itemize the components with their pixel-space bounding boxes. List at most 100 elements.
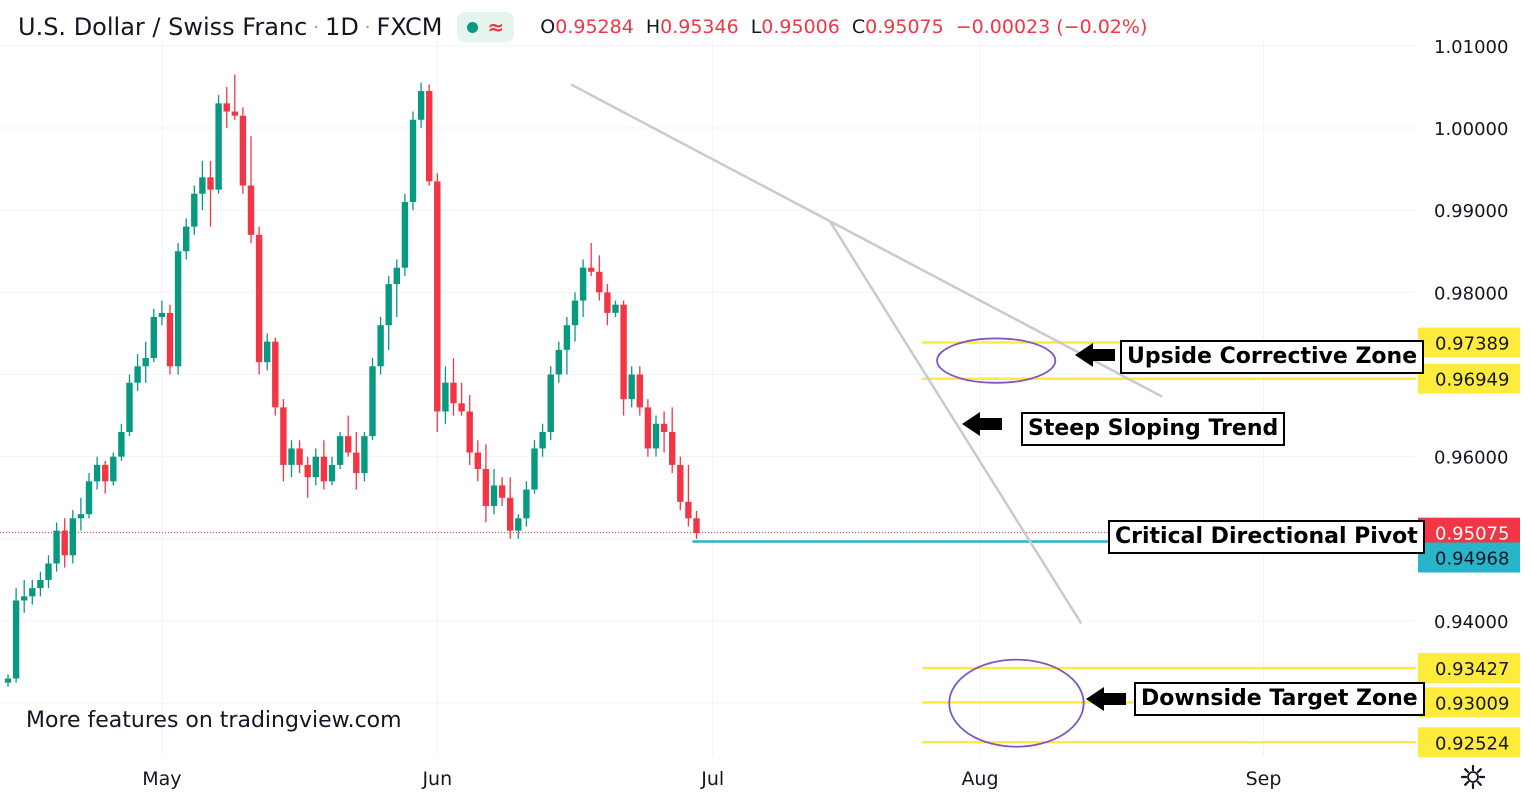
candle-body xyxy=(61,530,68,556)
candle xyxy=(239,107,247,194)
price-label-text: 0.97389 xyxy=(1435,334,1509,355)
candle xyxy=(604,284,611,326)
candle-body xyxy=(571,300,579,326)
price-label-text: 0.93427 xyxy=(1435,659,1509,680)
candle xyxy=(231,74,238,120)
ohlc-high: H0.95346 xyxy=(645,16,739,38)
candle-body xyxy=(296,448,303,465)
candle xyxy=(442,366,449,424)
price-label-bg xyxy=(1418,687,1520,718)
candle xyxy=(61,518,68,568)
candle xyxy=(498,477,506,506)
candle xyxy=(620,300,627,416)
candle-body xyxy=(531,448,538,490)
arrow-left-icon xyxy=(1075,343,1115,367)
candle xyxy=(644,399,652,457)
candle xyxy=(636,366,643,416)
candle xyxy=(296,440,303,474)
candle xyxy=(126,374,133,437)
candle-body xyxy=(515,518,522,531)
candle xyxy=(110,452,117,486)
grid-lines xyxy=(0,40,1415,755)
candle xyxy=(29,579,36,605)
candle-body xyxy=(183,226,190,252)
candle-body xyxy=(231,111,238,116)
candle-body xyxy=(239,115,247,186)
candle xyxy=(158,300,166,326)
candle-body xyxy=(612,304,619,313)
price-label-zone: 0.93009 xyxy=(1418,687,1520,718)
candle-body xyxy=(409,119,417,202)
candle-body xyxy=(69,518,76,556)
price-label-zone: 0.92524 xyxy=(1418,727,1520,758)
chart-header: U.S. Dollar / Swiss Franc · 1D · FXCM ≈ … xyxy=(18,10,1147,44)
candle xyxy=(588,243,595,276)
candle-body xyxy=(450,382,457,404)
header-separator: · xyxy=(313,16,320,38)
candle-body xyxy=(498,485,506,498)
candle-body xyxy=(142,358,149,367)
candle-body xyxy=(4,678,12,683)
candle-body xyxy=(417,91,425,120)
gear-icon[interactable] xyxy=(1460,764,1486,790)
candle-body xyxy=(507,497,514,531)
candle xyxy=(118,423,125,461)
annotation-downside-target-zone: Downside Target Zone xyxy=(1134,682,1425,716)
y-tick-label: 0.94000 xyxy=(1434,612,1508,633)
candle xyxy=(677,456,684,511)
candle-body xyxy=(288,448,295,465)
candle-body xyxy=(304,464,311,478)
market-status-pill[interactable]: ≈ xyxy=(456,12,515,42)
candle-body xyxy=(102,464,109,482)
candle xyxy=(361,432,368,482)
x-tick-label: Jun xyxy=(421,768,452,790)
tradingview-watermark[interactable]: More features on tradingview.com xyxy=(26,708,402,733)
candle xyxy=(369,358,376,441)
y-tick-label: 1.00000 xyxy=(1434,119,1508,140)
price-label-text: 0.93009 xyxy=(1435,693,1509,714)
candle xyxy=(288,440,295,478)
candle xyxy=(45,555,52,589)
x-tick-label: May xyxy=(142,768,181,790)
candle xyxy=(85,473,93,519)
candle xyxy=(312,448,319,486)
candle xyxy=(482,444,490,523)
candle-body xyxy=(174,251,182,367)
candle xyxy=(466,395,473,465)
candle-body xyxy=(280,407,287,465)
candle xyxy=(199,160,206,211)
time-axis[interactable]: May Jun Jul Aug Sep xyxy=(142,768,1281,790)
candle-body xyxy=(77,514,85,519)
candle-body xyxy=(685,501,692,519)
zone-circle xyxy=(948,658,1085,748)
ohlc-low: L0.95006 xyxy=(750,16,840,38)
symbol-name[interactable]: U.S. Dollar / Swiss Franc xyxy=(18,13,308,41)
header-separator: · xyxy=(364,16,371,38)
candle xyxy=(21,579,28,613)
interval[interactable]: 1D xyxy=(325,13,359,41)
candle xyxy=(628,366,635,408)
candle-body xyxy=(328,464,336,482)
candle-body xyxy=(693,518,700,534)
candle xyxy=(652,415,660,457)
y-tick-label: 0.99000 xyxy=(1434,201,1508,222)
trendline xyxy=(829,221,1083,625)
candle-body xyxy=(45,563,52,580)
candle-body xyxy=(361,436,368,474)
price-axis[interactable]: 1.01000 1.00000 0.99000 0.98000 0.96000 0.940… xyxy=(1418,37,1520,758)
trendline xyxy=(570,83,1163,398)
candle-body xyxy=(652,423,660,449)
price-label-text: 0.95075 xyxy=(1435,524,1509,545)
candle-body xyxy=(21,596,28,601)
candle-body xyxy=(126,382,133,433)
annotation-critical-directional-pivot: Critical Directional Pivot xyxy=(1108,520,1425,554)
candle xyxy=(93,456,101,490)
candle xyxy=(328,456,336,486)
price-label-zone: 0.96949 xyxy=(1418,363,1520,394)
candle-body xyxy=(255,234,263,363)
price-label-text: 0.92524 xyxy=(1435,733,1509,754)
price-label-bg xyxy=(1418,327,1520,358)
candle xyxy=(417,82,425,128)
candle-body xyxy=(12,600,20,679)
